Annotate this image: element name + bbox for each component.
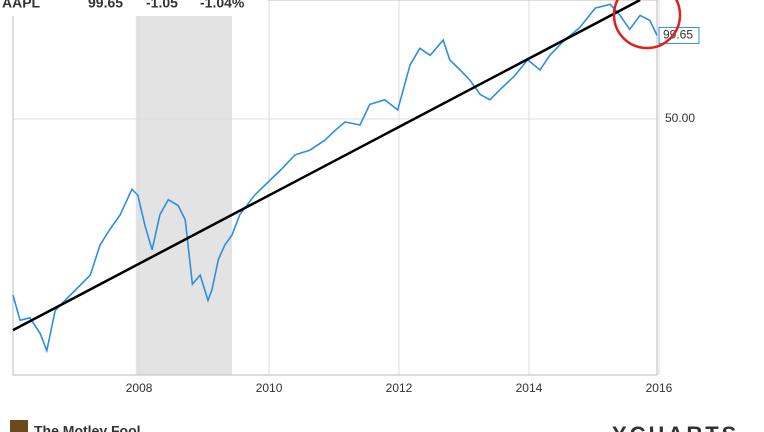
y-tick-label: 50.00 [665, 111, 695, 125]
recession-band [135, 0, 232, 375]
plot: 2008 2010 2012 2014 2016 50.00 99.65 [12, 0, 700, 395]
x-tick-label: 2008 [126, 381, 153, 395]
price-line [12, 3, 658, 354]
price: 99.65 [88, 0, 123, 11]
plot-area [13, 0, 657, 375]
header-box [0, 0, 268, 16]
change-pct: -1.04% [200, 0, 245, 11]
x-tick-label: 2010 [256, 381, 283, 395]
trend-line [12, 0, 641, 332]
highlight-circle [612, 0, 682, 50]
source: YCHARTS [612, 422, 739, 432]
x-tick-label: 2016 [646, 381, 673, 395]
brand: The Motley Fool [34, 423, 141, 432]
x-tick-label: 2012 [386, 381, 413, 395]
brand-logo [10, 420, 28, 432]
change: -1.05 [146, 0, 178, 11]
plot-border [12, 0, 658, 376]
symbol: AAPL [2, 0, 41, 11]
x-tick-label: 2014 [516, 381, 543, 395]
